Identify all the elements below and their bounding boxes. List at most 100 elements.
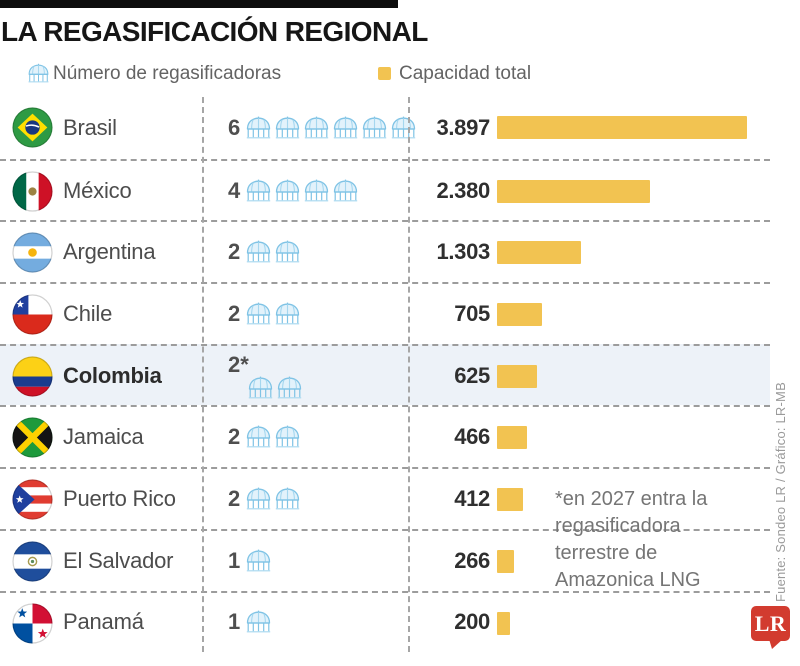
regasifier-icon [245, 487, 272, 511]
row-panama: Panamá 1 200 [0, 590, 770, 653]
capacity-value: 625 [454, 362, 490, 388]
capacity-value: 200 [454, 609, 490, 635]
regasifier-icon [276, 376, 303, 400]
capacity-bar [497, 241, 581, 265]
plant-count: 2 [228, 424, 241, 450]
plant-count: 4 [228, 177, 241, 203]
legend: Número de regasificadoras Capacidad tota… [0, 60, 600, 90]
flag-badge [12, 232, 53, 273]
country-label: Brasil [63, 114, 117, 140]
flag-badge [12, 479, 53, 520]
plant-icons [243, 610, 272, 634]
capacity-value: 266 [454, 547, 490, 573]
regasifier-icon [245, 179, 272, 203]
lr-logo: LR [751, 606, 790, 649]
plant-icons [243, 425, 301, 449]
plant-icons [243, 240, 301, 264]
plant-count: 6 [228, 114, 241, 140]
colombia-flag-icon [12, 356, 53, 397]
row-brasil: Brasil 6 3.897 [0, 97, 770, 159]
regasifier-icon [245, 116, 272, 140]
mexico-flag-icon [12, 171, 53, 212]
row-colombia: Colombia 2* 625 [0, 343, 770, 406]
page-title: LA REGASIFICACIÓN REGIONAL [1, 16, 428, 47]
capacity-bar [497, 303, 542, 327]
legend-capacity-label: Capacidad total [399, 63, 532, 84]
capacity-bar [497, 364, 537, 388]
flag-badge [12, 541, 53, 582]
row-mexico: México 4 2.380 [0, 158, 770, 221]
plant-count: 2 [228, 300, 241, 326]
plant-count: 2* [228, 351, 249, 377]
top-black-bar [0, 0, 398, 8]
country-label: México [63, 177, 132, 203]
lr-logo-text: LR [754, 610, 787, 636]
regasifier-icon [245, 610, 272, 634]
flag-badge [12, 417, 53, 459]
column-divider-2 [408, 97, 410, 652]
plant-count: 2 [228, 239, 241, 265]
plant-count-group: 2 [228, 407, 301, 467]
row-puertorico: Puerto Rico 2 412 [0, 467, 770, 529]
row-chile: Chile 2 705 [0, 282, 770, 344]
country-label: Colombia [63, 362, 162, 388]
puertorico-flag-icon [12, 479, 53, 520]
capacity-bar [497, 611, 510, 635]
argentina-flag-icon [12, 232, 53, 273]
plant-count-group: 2 [228, 469, 301, 529]
brasil-flag-icon [12, 107, 53, 148]
panama-flag-icon [12, 602, 53, 644]
plant-count-group: 2* [228, 346, 303, 406]
plant-count: 2 [228, 485, 241, 511]
regasifier-icon [361, 116, 388, 140]
row-argentina: Argentina 2 1.303 [0, 220, 770, 282]
regasifier-icon [274, 240, 301, 264]
plant-icons [243, 487, 301, 511]
capacity-value: 705 [454, 300, 490, 326]
flag-badge [12, 294, 53, 335]
column-divider-1 [202, 97, 204, 652]
regasifier-icon [247, 376, 274, 400]
capacity-bar [497, 179, 650, 203]
footnote: *en 2027 entra la regasificadora terrest… [555, 488, 708, 591]
elsalvador-flag-icon [12, 541, 53, 582]
country-label: Jamaica [63, 424, 144, 450]
legend-count-label: Número de regasificadoras [53, 63, 282, 84]
country-label: Panamá [63, 609, 144, 635]
capacity-swatch [378, 67, 391, 80]
regasifier-icon [303, 179, 330, 203]
country-label: Puerto Rico [63, 485, 176, 511]
regasifier-icon [274, 179, 301, 203]
regasifier-icon [245, 425, 272, 449]
jamaica-flag-icon [12, 417, 53, 459]
plant-icons [245, 376, 303, 400]
row-jamaica: Jamaica 2 466 [0, 405, 770, 467]
regasifier-icon [245, 302, 272, 326]
chile-flag-icon [12, 294, 53, 335]
plant-count-group: 2 [228, 222, 301, 282]
plant-count-group: 1 [228, 531, 272, 591]
plant-count-group: 4 [228, 161, 359, 221]
flag-badge [12, 107, 53, 148]
country-rows: Brasil 6 3.897 México 4 2.380 Argentina 2 1.303 C… [0, 97, 770, 652]
regasifier-icon [274, 487, 301, 511]
capacity-bar [497, 116, 747, 139]
country-label: El Salvador [63, 547, 174, 573]
plant-icons [243, 549, 272, 573]
flag-badge [12, 356, 53, 397]
flag-badge [12, 602, 53, 644]
row-elsalvador: El Salvador 1 266 [0, 528, 770, 591]
regasifier-icon [303, 116, 330, 140]
regasifier-icon [245, 240, 272, 264]
country-label: Argentina [63, 239, 156, 265]
regasifier-icon [332, 116, 359, 140]
plant-icons [243, 179, 359, 203]
regasifier-icon [332, 179, 359, 203]
capacity-bar [497, 426, 527, 450]
plant-icons [243, 116, 417, 140]
regasifier-icon [274, 116, 301, 140]
capacity-value: 412 [454, 485, 490, 511]
regasifier-icon [245, 549, 272, 573]
plant-count-group: 1 [228, 593, 272, 653]
